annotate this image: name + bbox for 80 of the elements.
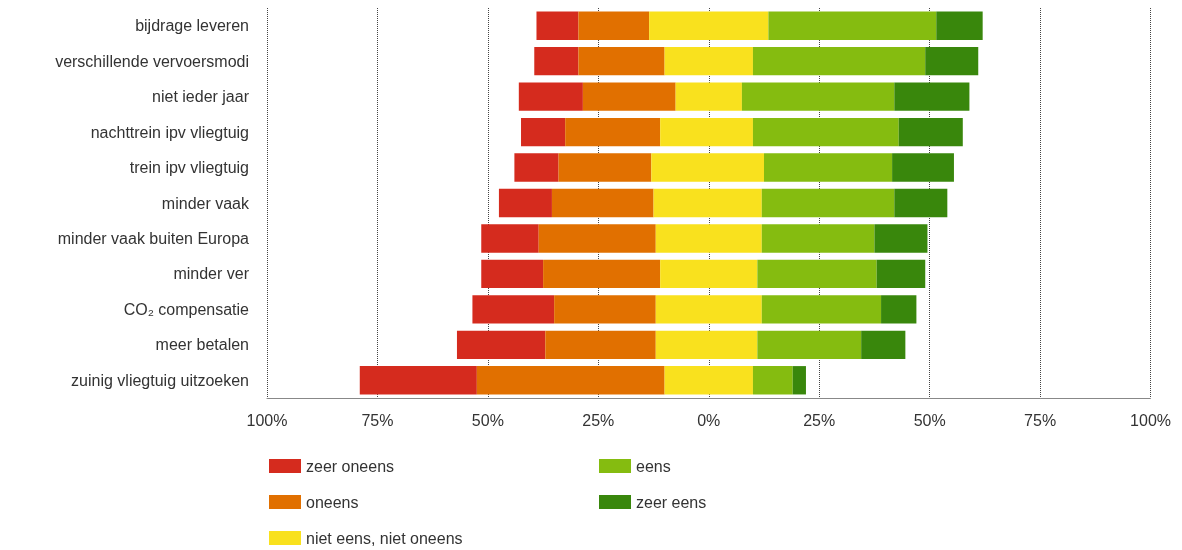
bar: [757, 330, 862, 359]
bar: [861, 330, 906, 359]
bar: [761, 188, 895, 218]
y-tick-label: minder ver: [173, 265, 250, 283]
bar: [472, 295, 555, 324]
bar: [898, 117, 963, 147]
x-tick-label: 100%: [246, 411, 288, 429]
bar: [752, 366, 793, 395]
x-tick-label: 25%: [803, 411, 836, 429]
bar: [476, 366, 665, 395]
x-tick-label: 75%: [361, 411, 394, 429]
bar: [565, 117, 661, 147]
bar: [757, 259, 877, 289]
bar: [936, 11, 983, 40]
bar: [664, 366, 753, 395]
x-tick-label: 50%: [913, 411, 946, 429]
bar: [925, 47, 979, 76]
bar: [498, 188, 552, 218]
bar: [359, 366, 477, 395]
x-tick-label: 0%: [697, 411, 721, 429]
bar: [894, 82, 970, 111]
bar: [655, 330, 758, 359]
bar: [660, 259, 758, 289]
bar: [655, 224, 762, 253]
bar: [481, 224, 539, 253]
bar: [761, 224, 875, 253]
bar: [521, 117, 566, 147]
x-tick-label: 100%: [1130, 411, 1171, 429]
x-tick-label: 75%: [1024, 411, 1057, 429]
bar: [653, 188, 762, 218]
bar: [534, 47, 579, 76]
bar: [892, 153, 954, 182]
bar: [543, 259, 661, 289]
y-tick-label: niet ieder jaar: [152, 88, 250, 106]
bar: [660, 117, 753, 147]
bar: [752, 117, 899, 147]
legend-label: oneens: [306, 493, 359, 511]
bar: [456, 330, 546, 359]
legend-label: zeer oneens: [306, 457, 395, 475]
bar: [894, 188, 948, 218]
bar: [578, 11, 650, 40]
legend-label: zeer eens: [636, 493, 707, 511]
bar: [881, 295, 917, 324]
y-tick-label: minder vaak buiten Europa: [57, 229, 250, 247]
bar: [551, 188, 654, 218]
y-tick-label: CO₂ compensatie: [123, 300, 250, 318]
bar: [514, 153, 559, 182]
bar: [761, 295, 882, 324]
y-tick-label: minder vaak: [161, 194, 250, 212]
legend-label: niet eens, niet oneens: [306, 529, 463, 547]
bar: [768, 11, 937, 40]
y-tick-label: bijdrage leveren: [135, 17, 249, 35]
bar: [558, 153, 652, 182]
y-tick-label: verschillende vervoersmodi: [55, 52, 249, 70]
bar: [538, 224, 656, 253]
bar: [518, 82, 583, 111]
bar: [792, 366, 806, 395]
bar: [655, 295, 762, 324]
bar: [481, 259, 544, 289]
bar: [582, 82, 676, 111]
y-tick-label: meer betalen: [155, 336, 249, 354]
y-tick-label: zuinig vliegtuig uitzoeken: [71, 371, 249, 389]
bar: [874, 224, 928, 253]
bar: [675, 82, 742, 111]
y-tick-label: nachttrein ipv vliegtuig: [90, 123, 249, 141]
bar: [741, 82, 895, 111]
bar: [752, 47, 926, 76]
bar: [876, 259, 926, 289]
bar: [763, 153, 893, 182]
x-tick-label: 25%: [582, 411, 615, 429]
legend-label: eens: [636, 457, 671, 475]
bar: [536, 11, 579, 40]
bar: [649, 11, 769, 40]
bar: [545, 330, 656, 359]
x-tick-label: 50%: [471, 411, 504, 429]
bar: [554, 295, 656, 324]
bar: [664, 47, 753, 76]
y-tick-label: trein ipv vliegtuig: [129, 159, 249, 177]
bar: [578, 47, 665, 76]
bar: [651, 153, 764, 182]
